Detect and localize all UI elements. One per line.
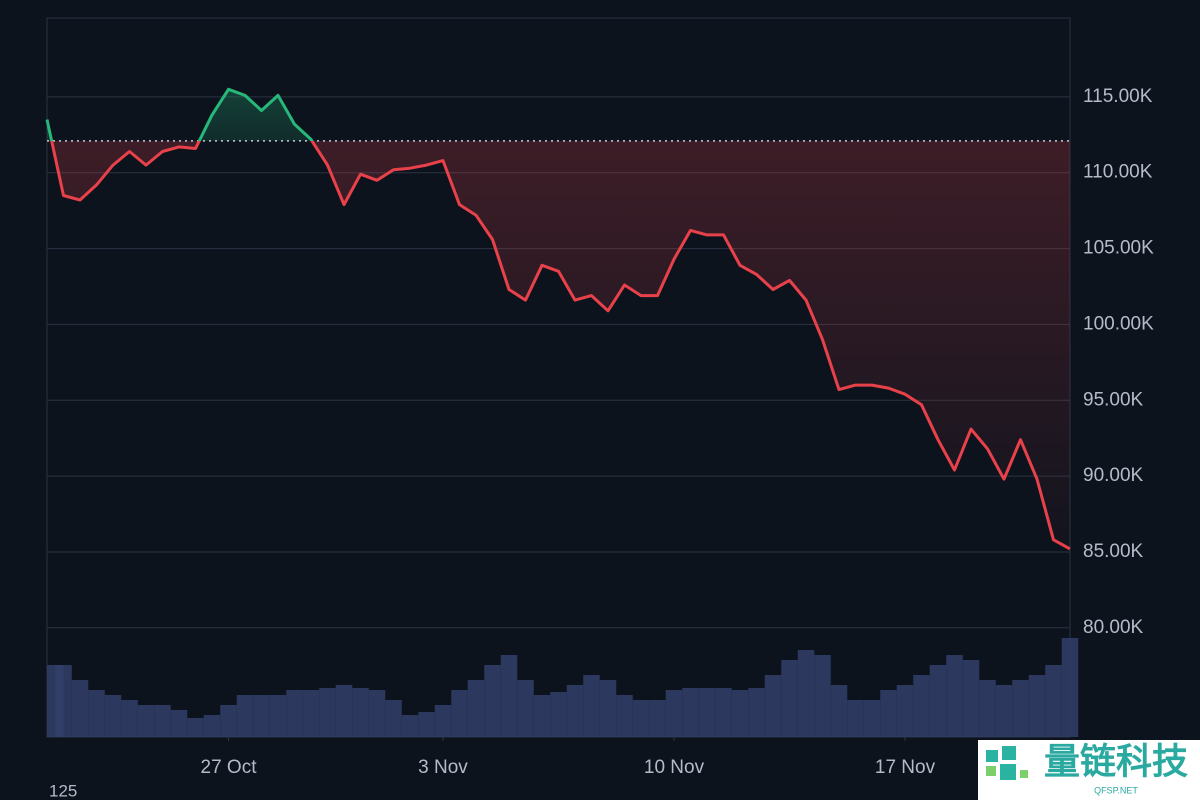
volume-bar [550,692,567,737]
volume-bar [368,690,386,737]
volume-bar [451,690,468,737]
volume-bar [71,680,89,737]
volume-bar [731,690,749,737]
logo-block [1020,770,1028,778]
volume-axis-label: 125 [49,781,77,800]
volume-bar [814,655,831,737]
volume-bar [170,710,188,737]
volume-bar [533,695,551,737]
logo-block [986,750,998,762]
logo-block [1002,746,1016,760]
volume-bar [154,705,171,737]
volume-bar [748,688,765,737]
volume-bar [467,680,485,737]
volume-bar [104,695,122,737]
watermark-title: 量链科技 [1044,741,1188,782]
volume-bar [484,665,501,737]
price-line [45,87,1071,551]
volume-bar [434,705,452,737]
volume-bar [352,688,369,737]
volume-bar [880,690,897,737]
y-tick-label: 100.00K [1083,313,1154,334]
volume-bar [335,685,353,737]
volume-bar [121,700,138,737]
volume-bar [203,715,221,737]
area [47,89,1070,549]
y-tick-label: 80.00K [1083,617,1144,638]
volume-bar [88,690,105,737]
volume-bar [385,700,402,737]
volume-bar [979,680,996,737]
watermark: 量链科技 QFSP.NET [978,740,1200,800]
volume-bar [566,685,584,737]
x-tick-label: 10 Nov [644,757,705,778]
volume-bar [517,680,534,737]
volume-bar [682,688,699,737]
volume-bar [929,665,947,737]
volume-bar [830,685,848,737]
volume-bar [286,690,303,737]
volume-bar [665,690,683,737]
volume-bar [946,655,963,737]
volume-bar [781,660,798,737]
x-tick-label: 17 Nov [875,757,936,778]
logo-block [986,766,996,776]
volume-bar [715,688,732,737]
volume-bar [236,695,254,737]
logo-block [1000,764,1016,780]
volume-bar [863,700,881,737]
volume-bar [1012,680,1029,737]
x-tick-label: 27 Oct [201,757,258,778]
y-tick-label: 110.00K [1083,162,1153,183]
watermark-subtitle: QFSP.NET [1094,785,1138,795]
volume-bar [1061,638,1079,737]
volume-bar [220,705,237,737]
volume-bar [764,675,782,737]
volume-bar [319,688,336,737]
volume-bar [418,712,435,737]
volume-bar [962,660,980,737]
volume-bar [599,680,617,737]
volume-bar [1028,675,1046,737]
volume-bar [649,700,666,737]
volume-bar [269,695,287,737]
volume-bar [1045,665,1062,737]
y-tick-label: 115.00K [1083,86,1153,107]
volume-bar [913,675,930,737]
y-tick-label: 95.00K [1083,389,1144,410]
x-tick-label: 3 Nov [418,757,468,778]
y-tick-label: 105.00K [1083,238,1154,259]
y-tick-label: 90.00K [1083,465,1144,486]
volume-bar [302,690,320,737]
volume-bar [500,655,518,737]
volume-bar [896,685,914,737]
volume-bar [55,665,72,737]
volume-bar [698,688,716,737]
y-tick-label: 85.00K [1083,541,1144,562]
volume-bar [995,685,1013,737]
volume-bar [616,695,633,737]
volume-bar [632,700,650,737]
volume-bar [401,715,419,737]
volume-bar [253,695,270,737]
volume-bar [797,650,815,737]
volume-bar [847,700,864,737]
volume-bar [137,705,155,737]
volume-bar [583,675,600,737]
volume-bar [187,718,204,737]
